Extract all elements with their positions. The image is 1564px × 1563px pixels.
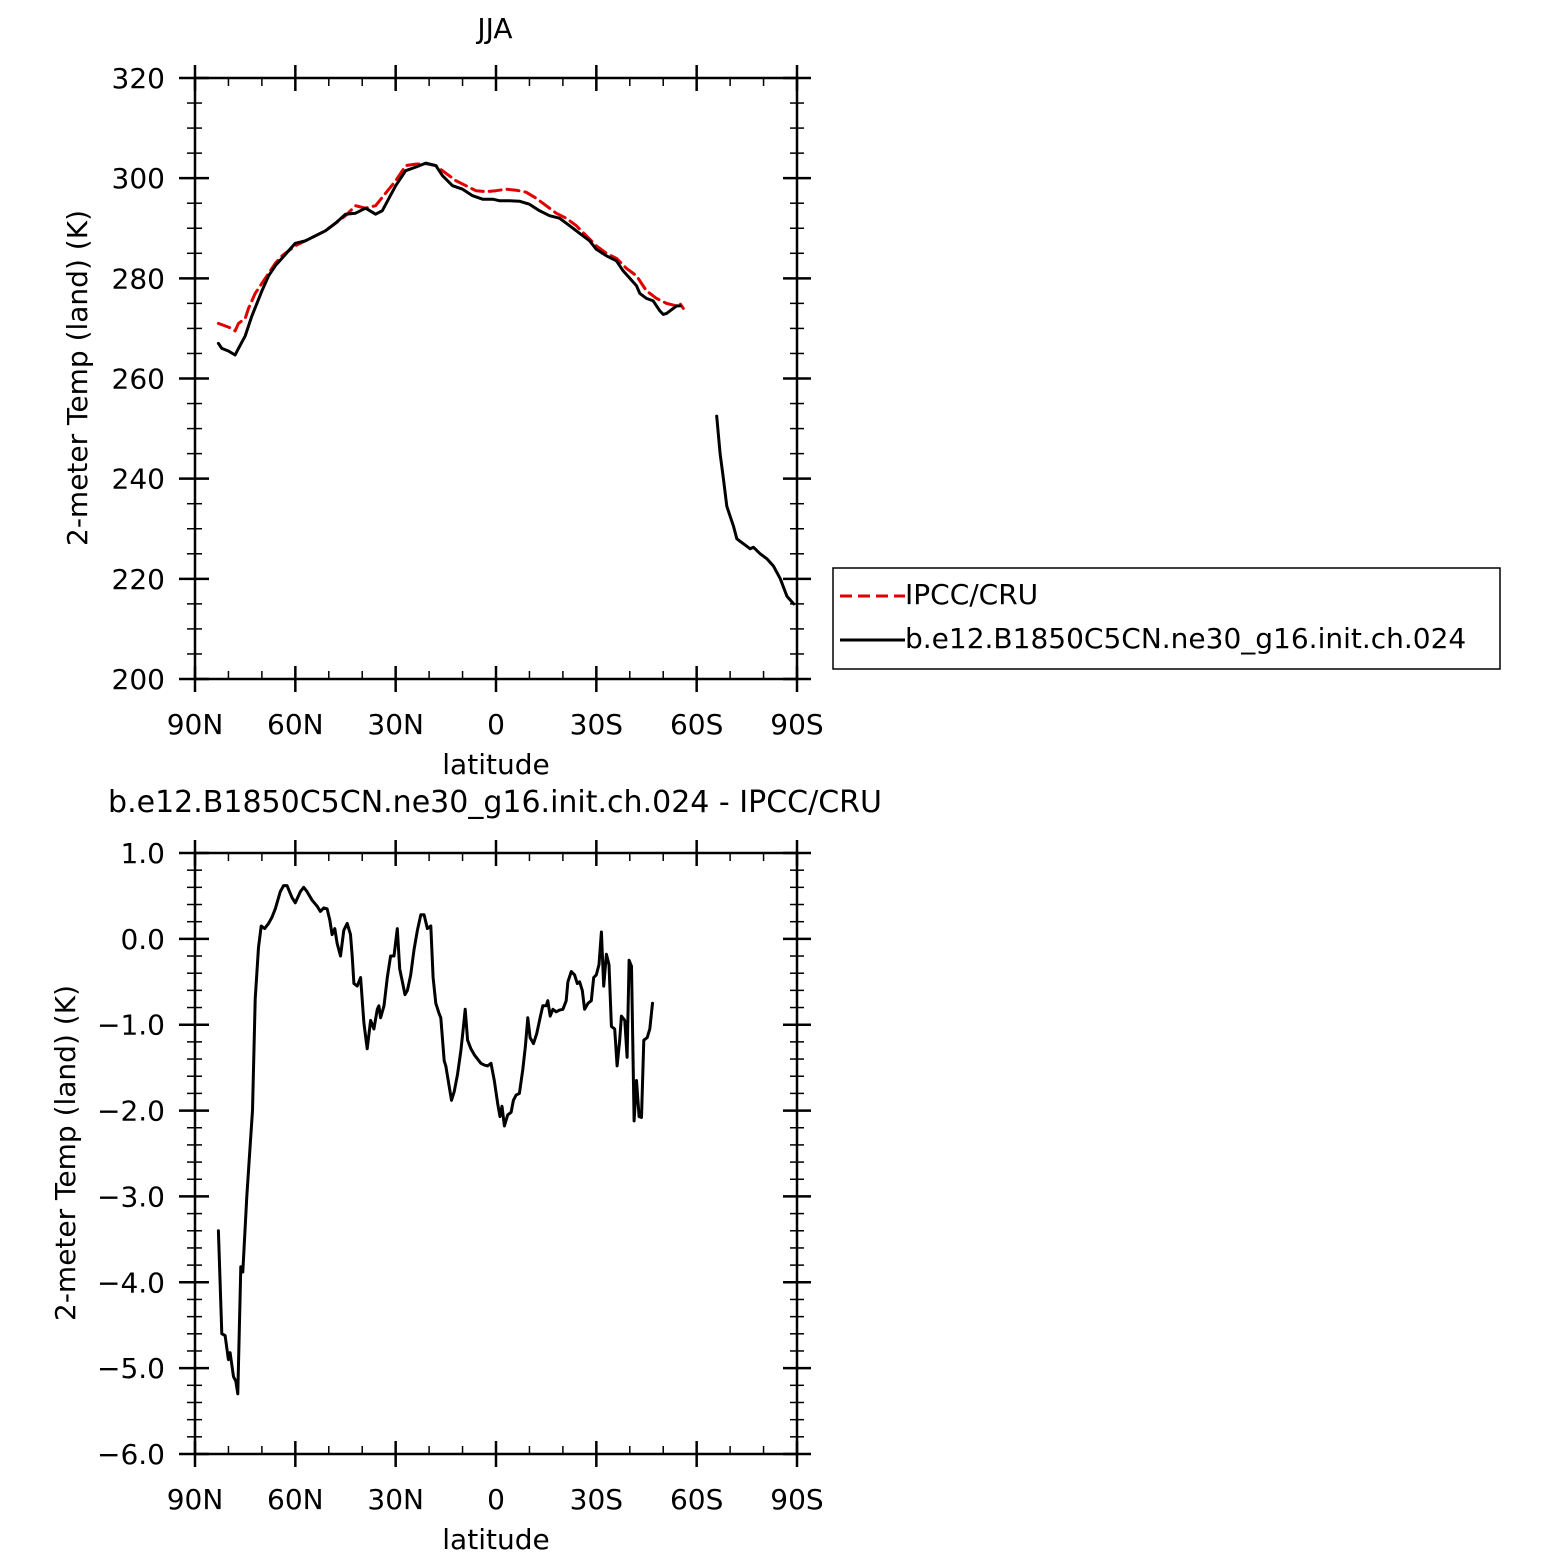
plot-frame [193,851,799,1456]
y-axis-label: 2-meter Temp (land) (K) [49,985,82,1321]
x-tick-label: 90N [167,1483,224,1516]
x-tick-label: 60N [267,1483,324,1516]
x-tick-label: 60S [670,708,723,741]
y-tick-label: 200 [112,663,165,696]
y-tick-label: −1.0 [97,1009,165,1042]
series-line-1-segment-0 [216,161,682,357]
series-group [216,884,654,1396]
series-line-0-segment-0 [216,162,685,333]
y-tick-label: 240 [112,463,165,496]
y-tick-label: −5.0 [97,1352,165,1385]
x-tick-label: 0 [487,708,505,741]
panel-top-jja: JJA 90N 60N 30N 0 30S 60S 90S 200 220 240 260 280 30… [61,12,1501,781]
x-tick-label: 30N [367,708,424,741]
panel-bottom-difference: b.e12.B1850C5CN.ne30_g16.init.ch.024 - I… [49,785,882,1556]
y-tick-label: −3.0 [97,1180,165,1213]
y-tick-label: 320 [112,62,165,95]
x-tick-label: 90S [770,1483,823,1516]
axis-ticks: 90N 60N 30N 0 30S 60S 90S −6.0 −5.0 −4.0 −3.0 −2.0 −… [97,837,824,1516]
legend-label-model: b.e12.B1850C5CN.ne30_g16.init.ch.024 [905,622,1466,655]
y-tick-label: 0.0 [120,923,165,956]
chart-title: b.e12.B1850C5CN.ne30_g16.init.ch.024 - I… [108,785,882,820]
x-tick-label: 30N [367,1483,424,1516]
series-line-0-segment-0 [216,884,654,1396]
y-tick-label: 1.0 [120,837,165,870]
series-line-1-segment-1 [715,414,796,606]
x-tick-label: 30S [570,1483,623,1516]
y-tick-label: 220 [112,563,165,596]
x-axis-label: latitude [442,748,549,781]
y-tick-label: 300 [112,162,165,195]
legend-box [832,567,1501,670]
y-tick-label: 260 [112,363,165,396]
x-axis-label: latitude [442,1523,549,1556]
x-tick-label: 0 [487,1483,505,1516]
legend-label-ipcc-cru: IPCC/CRU [905,578,1038,611]
chart-title: JJA [475,12,512,45]
y-tick-label: −2.0 [97,1095,165,1128]
y-axis-label: 2-meter Temp (land) (K) [61,210,94,546]
plot-frame [193,76,799,681]
x-tick-label: 30S [570,708,623,741]
axis-ticks: 90N 60N 30N 0 30S 60S 90S 200 220 240 260 280 300 320 [112,62,824,741]
y-tick-label: −6.0 [97,1438,165,1471]
series-group [216,161,796,606]
y-tick-label: −4.0 [97,1266,165,1299]
x-tick-label: 60S [670,1483,723,1516]
legend: IPCC/CRU b.e12.B1850C5CN.ne30_g16.init.c… [832,567,1501,670]
x-tick-label: 60N [267,708,324,741]
x-tick-label: 90N [167,708,224,741]
y-tick-label: 280 [112,262,165,295]
x-tick-label: 90S [770,708,823,741]
